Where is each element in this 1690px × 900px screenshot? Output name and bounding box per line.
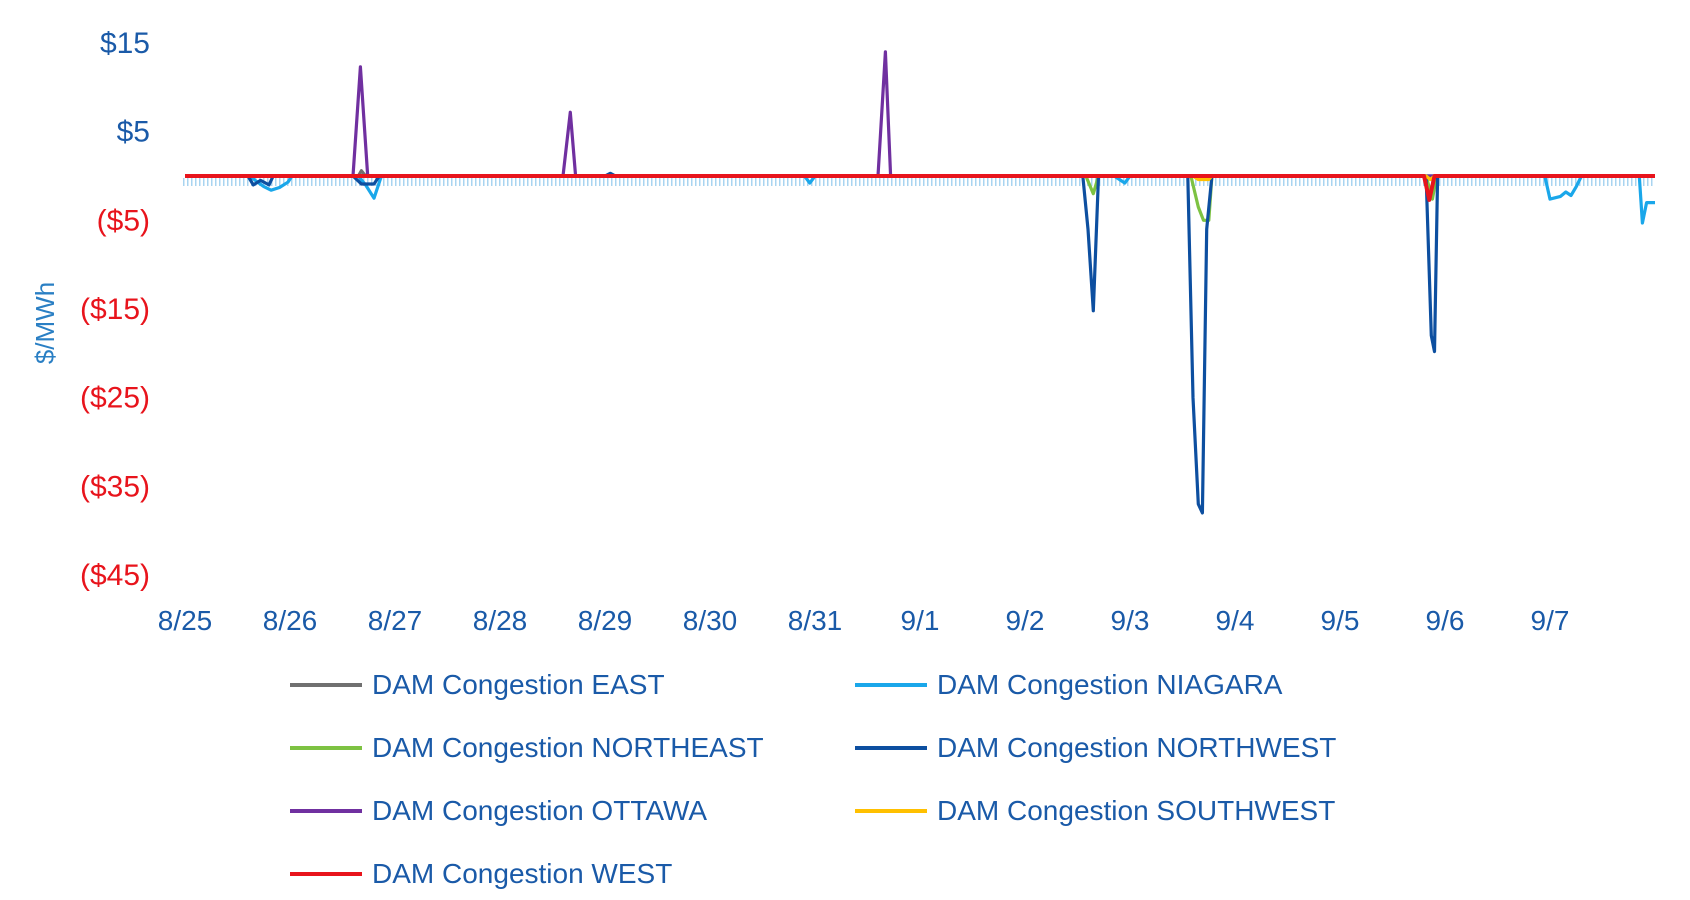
series-line-dam-congestion-northwest <box>185 171 1655 515</box>
legend-label: DAM Congestion NIAGARA <box>937 669 1283 700</box>
x-tick-label: 8/31 <box>788 605 843 636</box>
chart-canvas: $15$5($5)($15)($25)($35)($45) 8/25 8/26 8/… <box>30 27 1655 636</box>
legend-swatch <box>290 683 362 687</box>
legend-swatch <box>290 809 362 813</box>
legend-swatch <box>290 746 362 750</box>
x-tick-label: 9/6 <box>1426 605 1465 636</box>
y-tick-label: ($45) <box>80 559 150 592</box>
x-tick-label: 9/7 <box>1531 605 1570 636</box>
legend-swatch <box>855 809 927 813</box>
x-tick-label: 9/4 <box>1216 605 1255 636</box>
legend-label: DAM Congestion WEST <box>372 858 673 889</box>
x-tick-label: 8/26 <box>263 605 318 636</box>
y-tick-label: ($5) <box>97 204 150 237</box>
legend-item: DAM Congestion SOUTHWEST <box>855 791 1335 831</box>
series-line-dam-congestion-northeast <box>185 174 1655 222</box>
legend-label: DAM Congestion OTTAWA <box>372 795 708 826</box>
legend-swatch <box>290 872 362 876</box>
y-tick-label: ($25) <box>80 382 150 415</box>
x-tick-label: 9/3 <box>1111 605 1150 636</box>
x-tick-label: 8/28 <box>473 605 528 636</box>
legend-item: DAM Congestion WEST <box>290 854 672 894</box>
legend-label: DAM Congestion SOUTHWEST <box>937 795 1336 826</box>
legend-swatch <box>855 683 927 687</box>
y-tick-label: ($15) <box>80 293 150 326</box>
x-tick-label: 8/30 <box>683 605 738 636</box>
legend-label: DAM Congestion EAST <box>372 669 665 700</box>
series-lines <box>185 50 1655 515</box>
legend-item: DAM Congestion NIAGARA <box>855 665 1282 705</box>
legend-item: DAM Congestion OTTAWA <box>290 791 707 831</box>
series-line-dam-congestion-west <box>185 174 1655 202</box>
y-tick-label: $15 <box>100 27 150 60</box>
legend-swatch <box>855 746 927 750</box>
y-axis-tick-labels: $15 $5 ($5) ($15) ($25) ($35) ($45) <box>80 27 150 592</box>
x-tick-label: 9/2 <box>1006 605 1045 636</box>
legend-item: DAM Congestion NORTHEAST <box>290 728 764 768</box>
x-axis-tick-labels: 8/25 8/26 8/27 8/28 8/29 8/30 8/31 9/1 9/2 9/3 9/4… <box>158 605 1570 636</box>
y-tick-label: ($35) <box>80 470 150 503</box>
series-line-dam-congestion-ottawa <box>185 50 1655 178</box>
x-tick-label: 8/25 <box>158 605 213 636</box>
y-tick-label: $5 <box>117 116 150 149</box>
legend-item: DAM Congestion NORTHWEST <box>855 728 1336 768</box>
legend-label: DAM Congestion NORTHEAST <box>372 732 764 763</box>
legend-item: DAM Congestion EAST <box>290 665 665 705</box>
x-tick-label: 9/1 <box>901 605 940 636</box>
x-tick-label: 8/29 <box>578 605 633 636</box>
y-axis-title: $/MWh <box>30 282 60 364</box>
x-tick-label: 8/27 <box>368 605 423 636</box>
x-tick-label: 9/5 <box>1321 605 1360 636</box>
legend-label: DAM Congestion NORTHWEST <box>937 732 1337 763</box>
